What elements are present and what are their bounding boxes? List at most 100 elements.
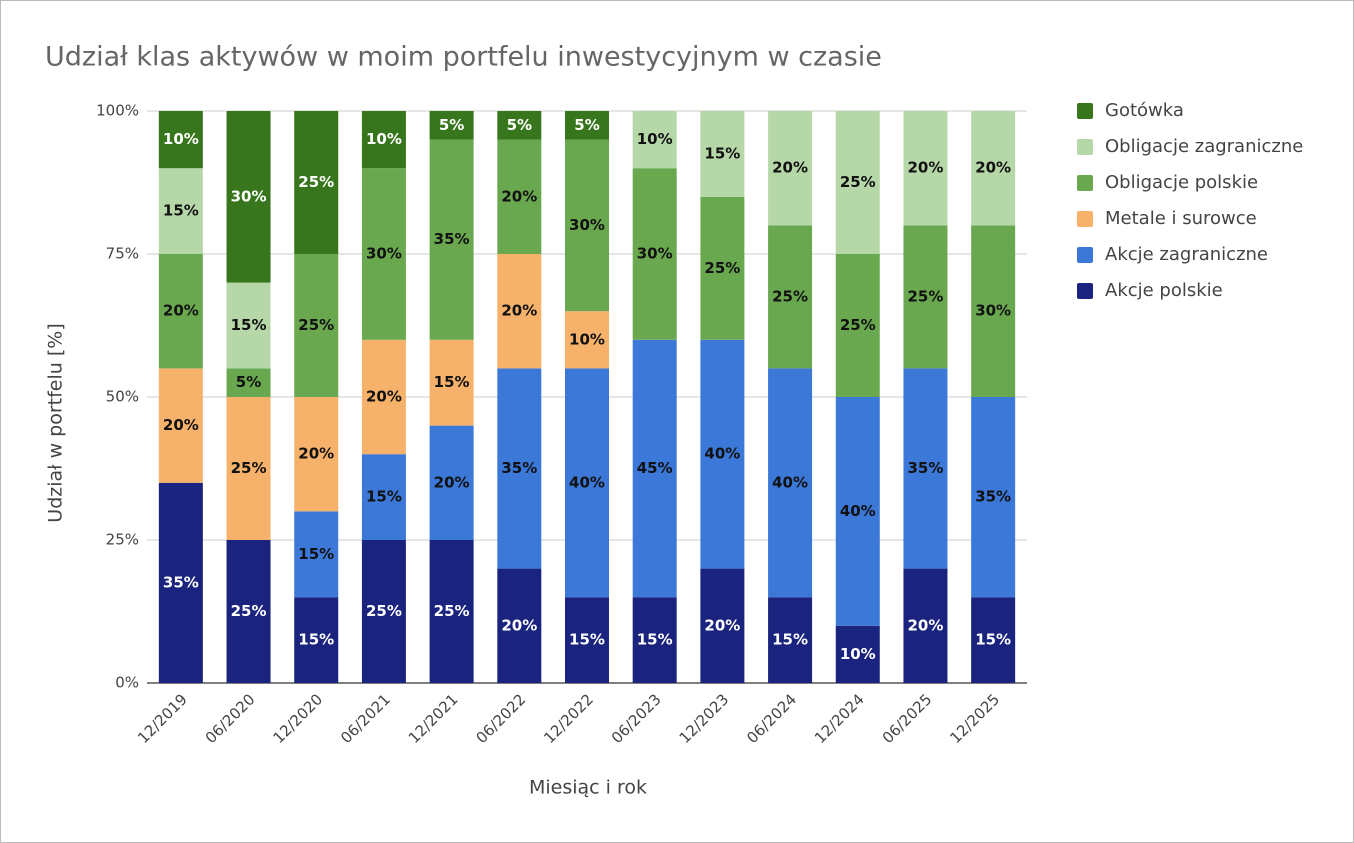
bar-segment [700,339,745,569]
data-label: 10% [569,330,605,348]
data-label: 25% [231,459,267,477]
data-label: 15% [163,202,199,220]
bar-segment [768,111,813,226]
chart-title: Udział klas aktywów w moim portfelu inwe… [45,42,882,73]
bar-segment [700,111,745,197]
bar-segment [226,368,271,397]
bar-segment [835,111,880,254]
data-label: 15% [704,144,740,162]
y-tick-label: 0% [115,674,139,692]
legend-label: Akcje polskie [1105,280,1223,301]
data-label: 20% [434,473,470,491]
legend-swatch [1077,283,1093,299]
data-label: 5% [574,116,599,134]
bar-segment [294,254,339,397]
data-label: 30% [637,245,673,263]
bar-segment [903,225,948,369]
data-label: 35% [908,459,944,477]
legend-label: Akcje zagraniczne [1105,244,1268,265]
data-label: 25% [434,602,470,620]
bar-segment [565,368,609,598]
bar-segment [700,196,745,340]
data-label: 40% [840,502,876,520]
bar-segment [361,111,406,169]
legend-label: Obligacje polskie [1105,172,1258,193]
data-label: 15% [569,631,605,649]
bar-segment [226,111,271,283]
bar-segment [903,368,948,569]
bar-segment [971,397,1016,598]
bar-segment [903,111,948,226]
bar-segment [971,111,1016,226]
data-label: 30% [975,302,1011,320]
bar-segment [429,540,474,683]
bar-segment [158,482,203,683]
bar-segment [294,511,339,598]
data-label: 15% [231,316,267,334]
bar-segment [497,568,542,683]
data-label: 15% [637,631,673,649]
data-label: 25% [840,316,876,334]
data-label: 20% [704,616,740,634]
legend-swatch [1077,175,1093,191]
bar-segment [632,339,677,598]
bar-segment [565,111,609,140]
bar-segment [768,368,813,598]
bar-segment [226,397,271,540]
bar-segment [971,597,1016,683]
bar-segment [632,168,677,340]
data-label: 15% [975,631,1011,649]
data-label: 35% [975,488,1011,506]
data-label: 20% [772,159,808,177]
bar-segment [429,339,474,426]
legend-label: Gotówka [1105,100,1184,121]
legend-swatch [1077,211,1093,227]
bar-segment [768,225,813,369]
bar-segment [497,139,542,254]
bar-segment [429,425,474,540]
data-label: 25% [298,173,334,191]
data-label: 15% [298,545,334,563]
bar-segment [294,397,339,512]
y-tick-label: 100% [96,102,139,120]
data-label: 25% [366,602,402,620]
bar-segment [835,625,880,683]
data-label: 25% [298,316,334,334]
data-label: 20% [501,616,537,634]
legend-swatch [1077,139,1093,155]
data-label: 25% [231,602,267,620]
data-label: 15% [772,631,808,649]
y-axis-title: Udział w portfelu [%] [45,323,67,522]
data-label: 45% [637,459,673,477]
data-label: 20% [501,302,537,320]
bar-segment [158,254,203,369]
data-label: 35% [501,459,537,477]
bar-segment [497,368,542,569]
data-label: 35% [163,573,199,591]
data-label: 20% [163,302,199,320]
bar-segment [158,111,203,169]
bar-segment [294,111,339,254]
bar-segment [632,111,677,169]
bar-segment [497,254,542,369]
data-label: 20% [298,445,334,463]
bar-segment [565,311,609,369]
legend-label: Metale i surowce [1105,208,1257,229]
data-label: 5% [507,116,532,134]
bar-segment [632,597,677,683]
bar-segment [361,168,406,340]
data-label: 5% [439,116,464,134]
bar-segment [971,225,1016,397]
data-label: 25% [840,173,876,191]
data-label: 30% [569,216,605,234]
data-label: 10% [163,130,199,148]
bar-segment [158,168,203,254]
data-label: 5% [236,373,261,391]
y-tick-label: 50% [106,388,139,406]
bar-segment [429,111,474,140]
bar-segment [361,540,406,683]
x-axis-title: Miesiąc i rok [529,777,647,799]
bar-segment [565,597,609,683]
